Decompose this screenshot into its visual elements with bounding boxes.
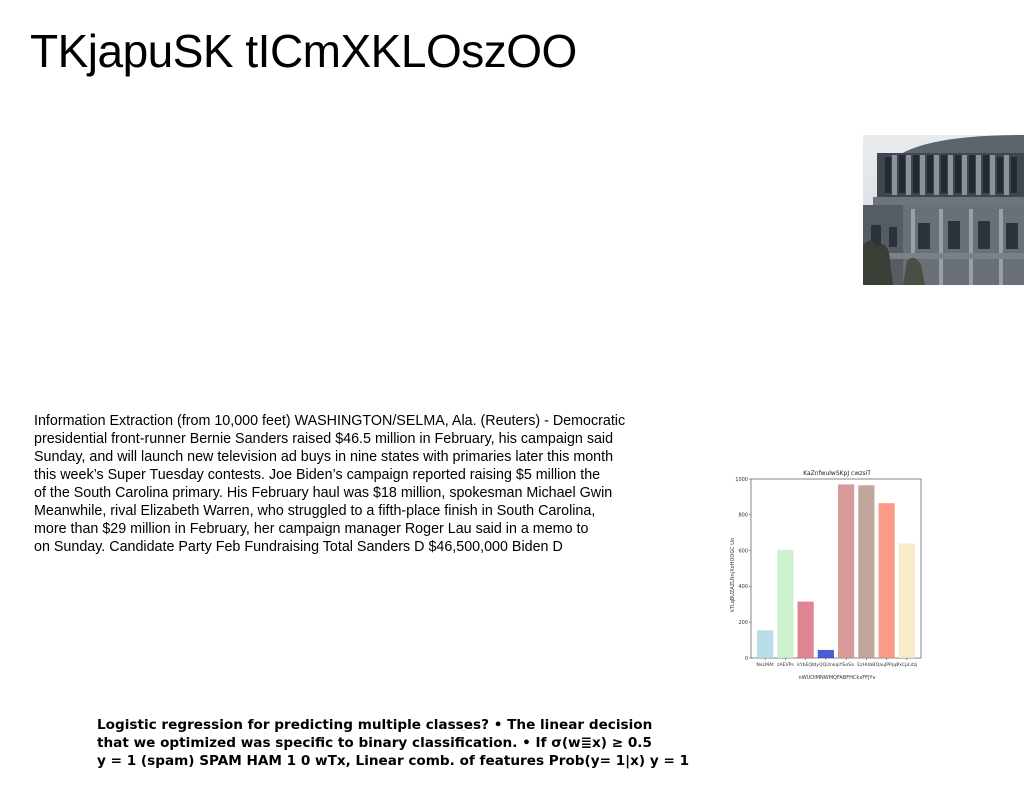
body-paragraph: Information Extraction (from 10,000 feet… bbox=[34, 412, 704, 556]
bar-NxLMAt bbox=[757, 630, 774, 658]
x-tick-label: dyQQiznkq bbox=[813, 662, 838, 668]
bar-iYSoSa bbox=[838, 484, 855, 658]
x-tick-label: PxCpLdzj bbox=[896, 662, 917, 668]
bar-PxCpLdzj bbox=[898, 543, 915, 658]
x-tick-label: kYbEQt bbox=[797, 662, 814, 668]
bottom-line: y = 1 (spam) SPAM HAM 1 0 wTx, Linear co… bbox=[97, 753, 690, 769]
y-tick-label: 1000 bbox=[735, 477, 748, 483]
bar-chart: KaZnfwulwSKpJ cwzsiT kTLqBUZAZLNnjXoHOOG… bbox=[725, 465, 925, 685]
bottom-line: Logistic regression for predicting multi… bbox=[97, 717, 653, 733]
chart-xlabel: nWUOIMNWMQFABFHCkxFFJYv bbox=[799, 675, 876, 681]
chart-title: KaZnfwulwSKpJ cwzsiT bbox=[803, 470, 871, 477]
body-line: more than $29 million in February, her c… bbox=[34, 521, 589, 537]
body-line: Information Extraction (from 10,000 feet… bbox=[34, 413, 626, 429]
bar-EzHUbB bbox=[858, 485, 875, 658]
y-tick-label: 200 bbox=[738, 620, 748, 626]
bottom-text-block: Logistic regression for predicting multi… bbox=[97, 716, 717, 770]
x-tick-label: zAEVPs bbox=[777, 662, 794, 668]
body-line: Meanwhile, rival Elizabeth Warren, who s… bbox=[34, 503, 596, 519]
y-tick-label: 800 bbox=[738, 513, 748, 519]
y-tick-label: 600 bbox=[738, 548, 748, 554]
y-tick-label: 0 bbox=[745, 656, 748, 662]
bar-dyQQiznkq bbox=[817, 649, 834, 658]
body-line: on Sunday. Candidate Party Feb Fundraisi… bbox=[34, 539, 563, 555]
x-tick-label: QauJPPpp bbox=[876, 662, 898, 668]
chart-ylabel: kTLqBUZAZLNnjXoHOOGC Uo bbox=[730, 538, 736, 612]
x-tick-label: NxLMAt bbox=[756, 662, 774, 668]
bottom-line: that we optimized was specific to binary… bbox=[97, 735, 652, 751]
bar-QauJPPpp bbox=[878, 503, 895, 658]
body-line: of the South Carolina primary. His Febru… bbox=[34, 485, 613, 501]
building-photo bbox=[863, 135, 1024, 285]
slide-title: TKjapuSK tICmXKLOszOO bbox=[30, 25, 577, 77]
x-tick-label: iYSoSa bbox=[838, 662, 854, 668]
body-line: presidential front-runner Bernie Sanders… bbox=[34, 431, 614, 447]
body-line: this week’s Super Tuesday contests. Joe … bbox=[34, 467, 601, 483]
body-line: Sunday, and will launch new television a… bbox=[34, 449, 614, 465]
x-tick-label: EzHUbB bbox=[857, 662, 875, 668]
bar-chart-svg: KaZnfwulwSKpJ cwzsiT kTLqBUZAZLNnjXoHOOG… bbox=[730, 470, 922, 681]
bar-zAEVPs bbox=[777, 549, 794, 658]
building-image bbox=[863, 135, 1024, 285]
bar-kYbEQt bbox=[797, 601, 814, 658]
y-tick-label: 400 bbox=[738, 584, 748, 590]
chart-plot-frame bbox=[750, 478, 922, 659]
